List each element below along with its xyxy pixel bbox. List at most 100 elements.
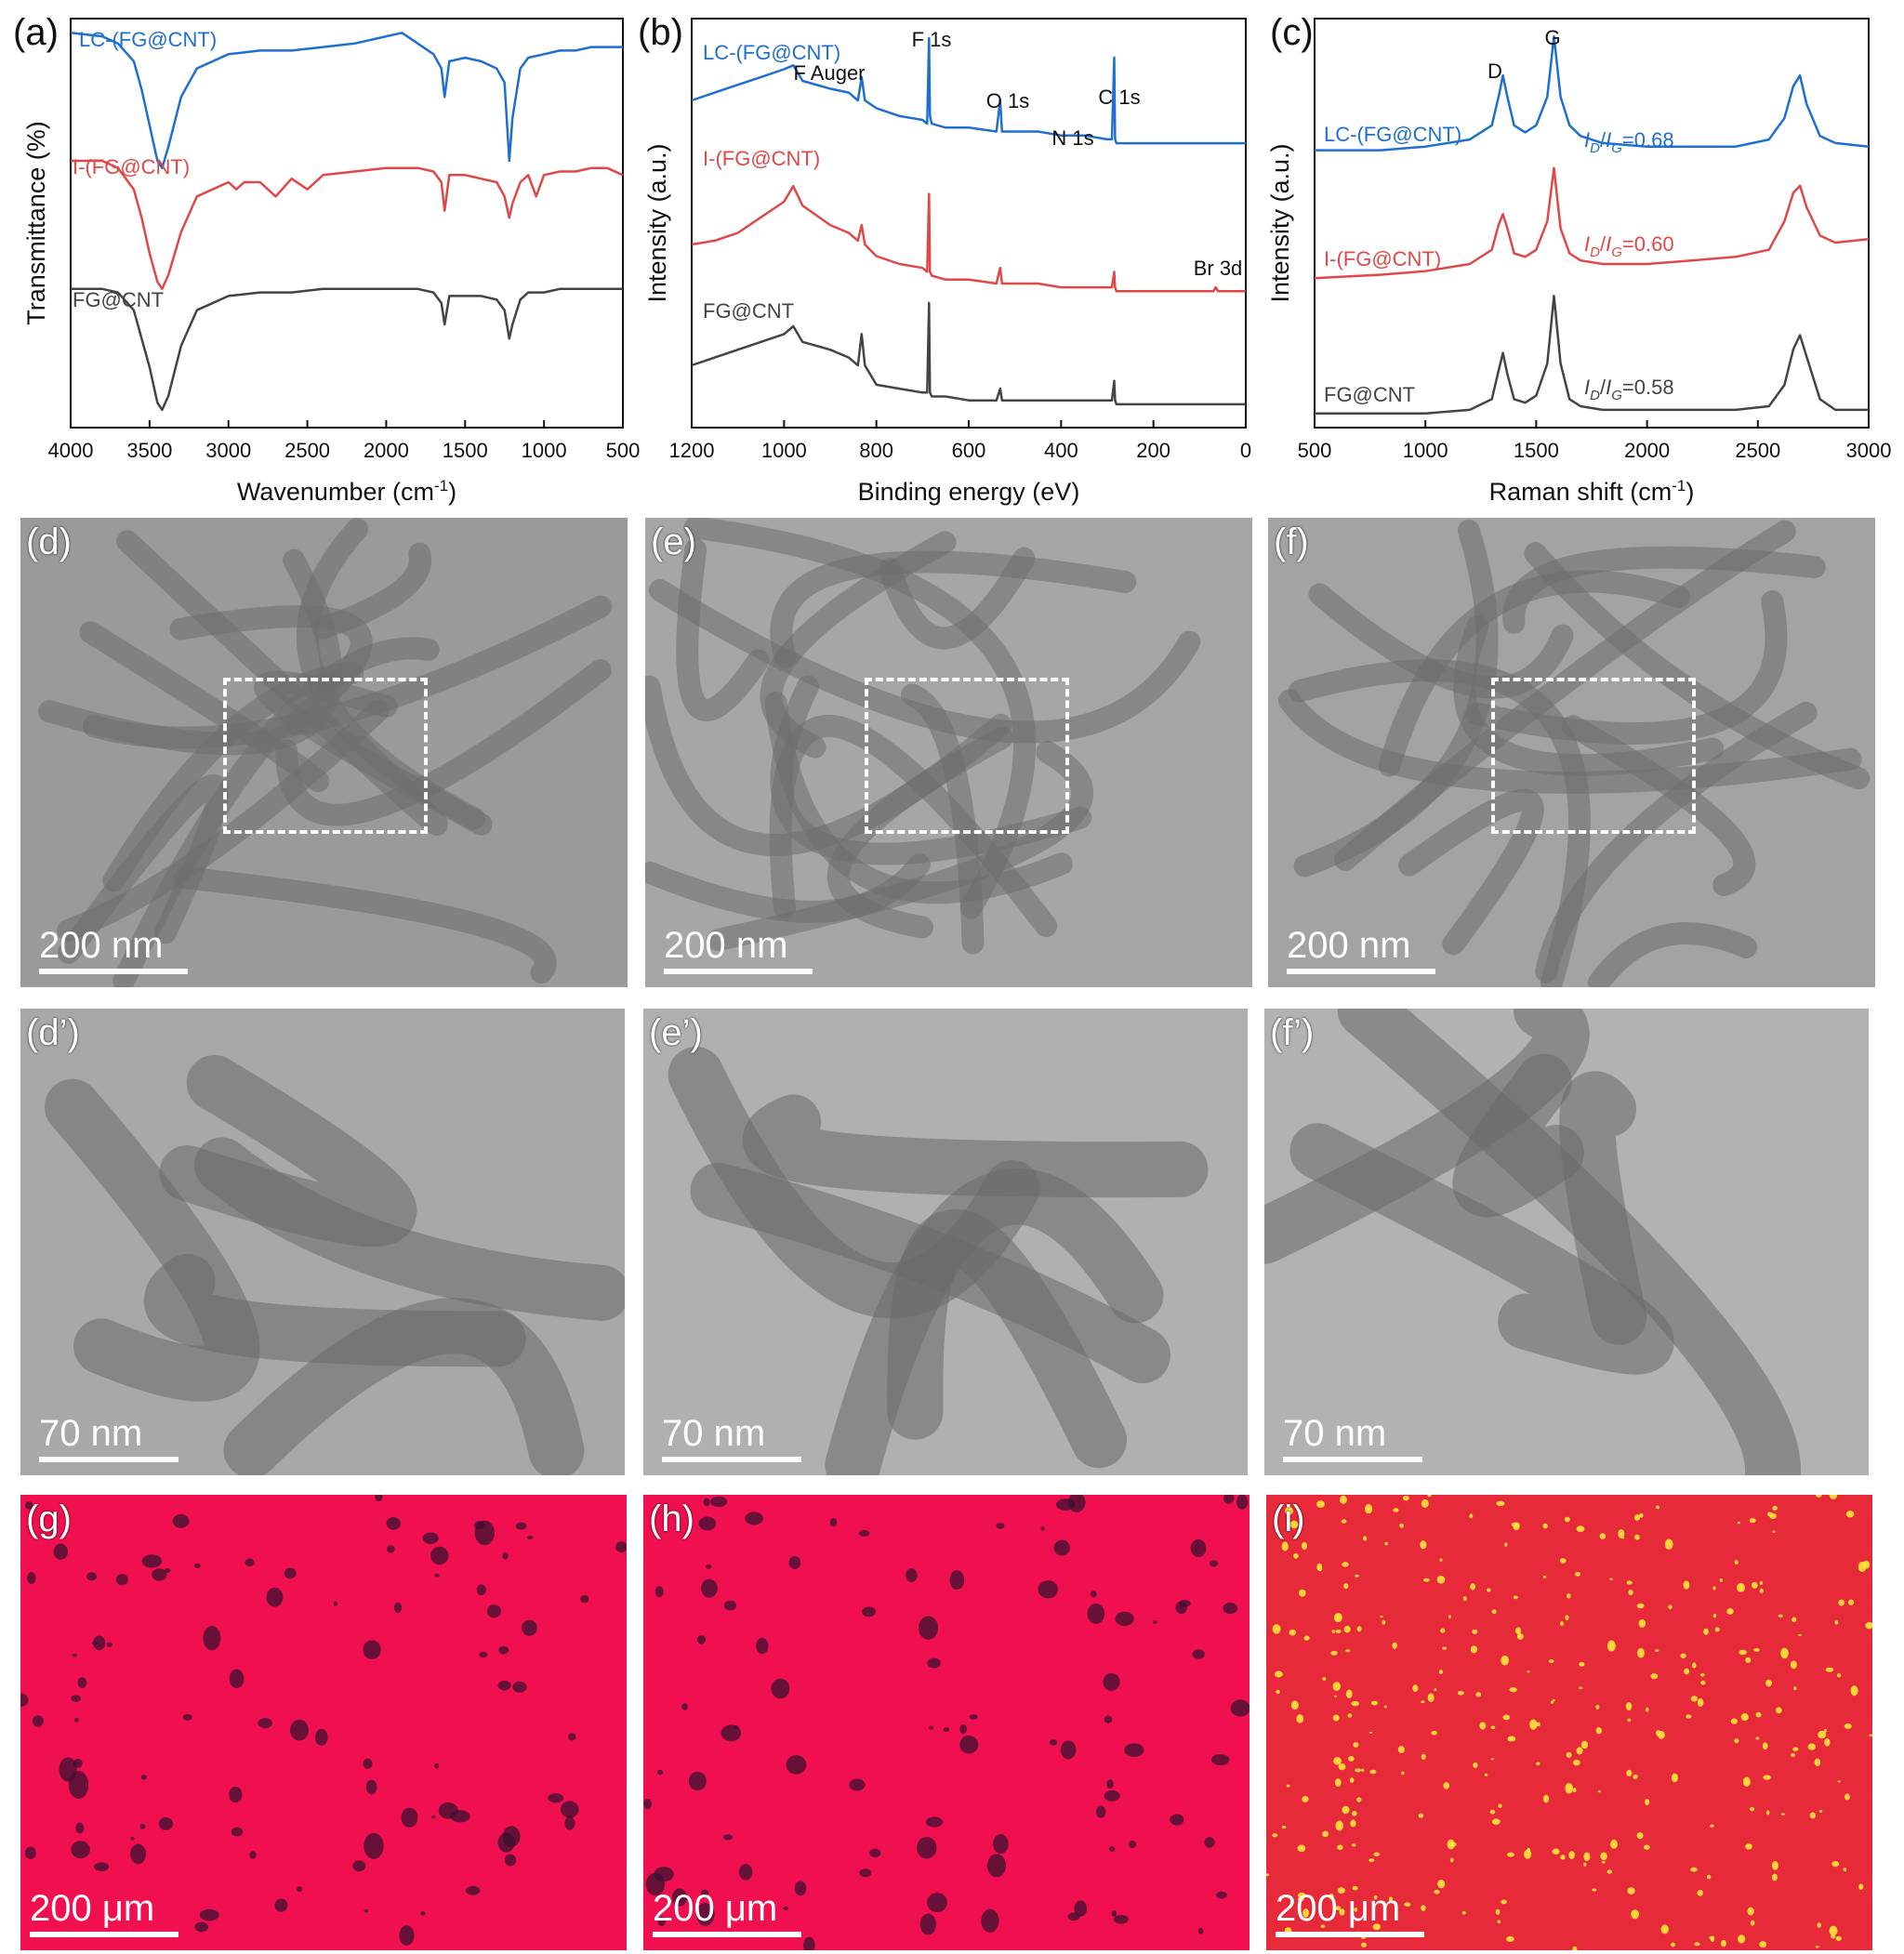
birefringent-spot xyxy=(1470,1645,1478,1654)
nanotube-shape xyxy=(144,1253,526,1367)
ratio-i: I xyxy=(1584,128,1590,152)
particle-spot xyxy=(1153,1619,1157,1624)
particle-spot xyxy=(25,1846,36,1860)
nanotube-shape xyxy=(275,659,612,826)
particle-spot xyxy=(93,1635,106,1651)
birefringent-spot xyxy=(1568,1851,1575,1859)
particle-spot xyxy=(1104,1789,1120,1802)
birefringent-spot xyxy=(1361,1768,1365,1772)
birefringent-spot xyxy=(1501,1899,1507,1905)
y-axis-title: Intensity (a.u.) xyxy=(1266,143,1294,302)
scale-bar: 70 nm xyxy=(662,1413,801,1462)
x-axis-title: Binding energy (eV) xyxy=(858,478,1080,506)
scale-bar: 70 nm xyxy=(39,1413,178,1462)
particle-spot xyxy=(1128,1840,1137,1849)
tem-image-e: (e) 200 nm xyxy=(645,518,1252,987)
particle-spot xyxy=(245,1558,255,1567)
plot-frame xyxy=(1314,18,1870,429)
birefringent-spot xyxy=(1737,1521,1741,1525)
birefringent-spot xyxy=(1349,1777,1355,1783)
birefringent-spot xyxy=(1384,1541,1389,1546)
particle-spot xyxy=(450,1810,470,1823)
birefringent-spot xyxy=(1297,1844,1306,1853)
y-axis-title: Transmittance (%) xyxy=(22,121,50,325)
particle-spot xyxy=(1108,1845,1116,1852)
birefringent-spot xyxy=(1286,1784,1290,1788)
panel-label: (d) xyxy=(26,522,72,562)
particle-spot xyxy=(786,1755,807,1775)
nanotube-shape xyxy=(1378,570,1691,777)
birefringent-spot xyxy=(1824,1738,1831,1747)
particle-spot xyxy=(927,1657,941,1669)
birefringent-spot xyxy=(1266,1873,1270,1877)
particle-spot xyxy=(431,1815,436,1819)
particle-spot xyxy=(1223,1495,1235,1504)
birefringent-spot xyxy=(1348,1755,1355,1762)
series-line xyxy=(1314,166,1870,280)
tem-zoom-image-d: (d’) 70 nm xyxy=(20,1009,625,1475)
birefringent-spot xyxy=(1423,1578,1430,1582)
birefringent-spot xyxy=(1829,1925,1838,1936)
birefringent-spot xyxy=(1302,1795,1309,1802)
birefringent-spot xyxy=(1597,1790,1602,1793)
ratio-i: I xyxy=(1584,376,1590,399)
birefringent-spot xyxy=(1350,1819,1356,1828)
birefringent-spot xyxy=(1809,1812,1816,1819)
birefringent-spot xyxy=(1815,1946,1819,1948)
particle-spot xyxy=(1038,1580,1059,1599)
particle-spot xyxy=(771,1678,790,1699)
birefringent-spot xyxy=(1461,1910,1466,1915)
birefringent-spot xyxy=(1763,1775,1771,1780)
particle-spot xyxy=(203,1626,221,1651)
birefringent-spot xyxy=(1747,1907,1754,1916)
birefringent-spot xyxy=(1274,1670,1283,1678)
panel-label: (d’) xyxy=(26,1012,80,1053)
birefringent-spot xyxy=(1583,1862,1587,1867)
birefringent-spot xyxy=(1595,1726,1602,1735)
x-tick-label: 2500 xyxy=(284,439,330,462)
particle-spot xyxy=(1115,1611,1134,1627)
x-tick-label: 500 xyxy=(1298,439,1332,462)
birefringent-spot xyxy=(1720,1939,1726,1947)
nanotube-shape xyxy=(879,547,1036,650)
birefringent-spot xyxy=(1834,1619,1839,1625)
particle-spot xyxy=(788,1555,801,1570)
series-label: FG@CNT xyxy=(73,288,164,311)
birefringent-spot xyxy=(1399,1523,1404,1528)
plot-frame xyxy=(691,18,1247,429)
birefringent-spot xyxy=(1791,1753,1795,1757)
birefringent-spot xyxy=(1858,1883,1864,1891)
particle-spot xyxy=(266,1587,284,1607)
birefringent-spot xyxy=(1816,1495,1822,1498)
particle-spot xyxy=(701,1889,709,1896)
birefringent-spot xyxy=(1671,1942,1675,1947)
birefringent-spot xyxy=(1626,1580,1633,1585)
particle-spot xyxy=(803,1936,815,1950)
birefringent-spot xyxy=(1844,1723,1852,1729)
birefringent-spot xyxy=(1572,1788,1577,1793)
birefringent-spot xyxy=(1373,1852,1380,1856)
birefringent-spot xyxy=(1742,1776,1751,1787)
birefringent-spot xyxy=(1427,1495,1432,1498)
birefringent-spot xyxy=(1472,1629,1478,1634)
birefringent-spot xyxy=(1370,1700,1379,1706)
panel-label: (f’) xyxy=(1270,1012,1315,1053)
birefringent-spot xyxy=(1363,1536,1368,1541)
series-label: FG@CNT xyxy=(1324,383,1415,406)
birefringent-spot xyxy=(1771,1860,1778,1870)
birefringent-spot xyxy=(1437,1879,1446,1889)
birefringent-spot xyxy=(1759,1588,1764,1594)
birefringent-spot xyxy=(1333,1757,1342,1765)
birefringent-spot xyxy=(1290,1700,1299,1710)
particle-spot xyxy=(130,1836,135,1841)
birefringent-spot xyxy=(1759,1580,1764,1586)
birefringent-spot xyxy=(1700,1681,1706,1685)
birefringent-spot xyxy=(1576,1525,1585,1533)
particle-spot xyxy=(703,1498,710,1507)
particle-spot xyxy=(497,1832,515,1853)
particle-spot xyxy=(657,1916,666,1927)
birefringent-spot xyxy=(1633,1775,1638,1779)
birefringent-spot xyxy=(1339,1908,1345,1916)
birefringent-spot xyxy=(1755,1711,1762,1718)
particle-spot xyxy=(393,1602,403,1614)
